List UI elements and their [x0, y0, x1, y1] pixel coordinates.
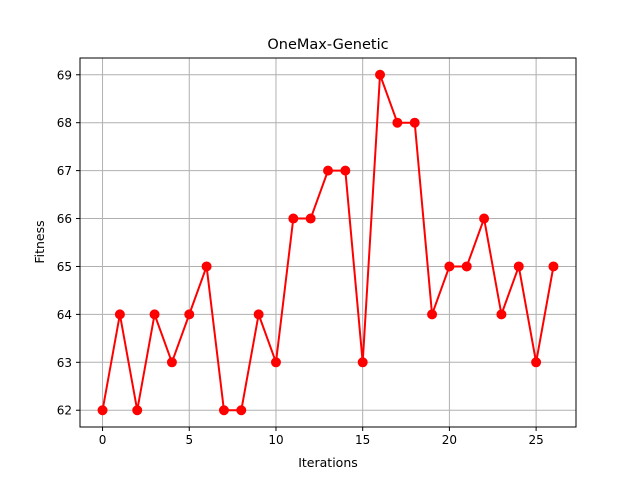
data-point [548, 261, 559, 272]
data-point [201, 261, 212, 272]
x-tick-label: 25 [528, 433, 543, 447]
data-point [427, 309, 438, 320]
data-point [340, 165, 351, 176]
x-tick-label: 5 [185, 433, 193, 447]
data-point [253, 309, 264, 320]
y-tick-label: 65 [57, 260, 72, 274]
y-tick-label: 64 [57, 308, 72, 322]
data-point [114, 309, 125, 320]
axis-ticks: 0 5 10 15 20 25 62 63 64 65 66 67 68 69 [57, 68, 544, 447]
data-point [531, 357, 542, 368]
data-point [218, 405, 229, 416]
data-point [323, 165, 333, 176]
data-point [97, 405, 108, 416]
y-tick-label: 67 [57, 164, 72, 178]
data-point [496, 309, 507, 320]
data-point [166, 357, 177, 368]
data-point [444, 261, 455, 272]
y-tick-label: 68 [57, 116, 72, 130]
y-axis-label: Fitness [32, 220, 47, 263]
x-tick-label: 10 [268, 433, 283, 447]
data-point [270, 357, 281, 368]
plot-area-frame [79, 57, 577, 428]
data-point [184, 309, 195, 320]
x-tick-label: 20 [442, 433, 457, 447]
data-point [479, 213, 490, 224]
data-point [236, 405, 247, 416]
data-point [288, 213, 299, 224]
data-point [357, 357, 368, 368]
data-point [305, 213, 316, 224]
data-point [513, 261, 524, 272]
x-tick-label: 15 [355, 433, 370, 447]
chart-title: OneMax-Genetic [267, 37, 388, 53]
data-point [375, 69, 386, 80]
grid [80, 58, 576, 427]
data-point [132, 405, 143, 416]
x-axis-label: Iterations [298, 455, 358, 470]
y-tick-label: 63 [57, 356, 72, 370]
data-point [149, 309, 160, 320]
y-tick-label: 66 [57, 212, 72, 226]
series-layer [97, 69, 559, 416]
data-point [392, 117, 403, 128]
y-tick-label: 62 [57, 404, 72, 418]
x-tick-label: 0 [99, 433, 107, 447]
y-tick-label: 69 [57, 68, 72, 82]
data-point [409, 117, 420, 128]
data-point [461, 261, 472, 272]
